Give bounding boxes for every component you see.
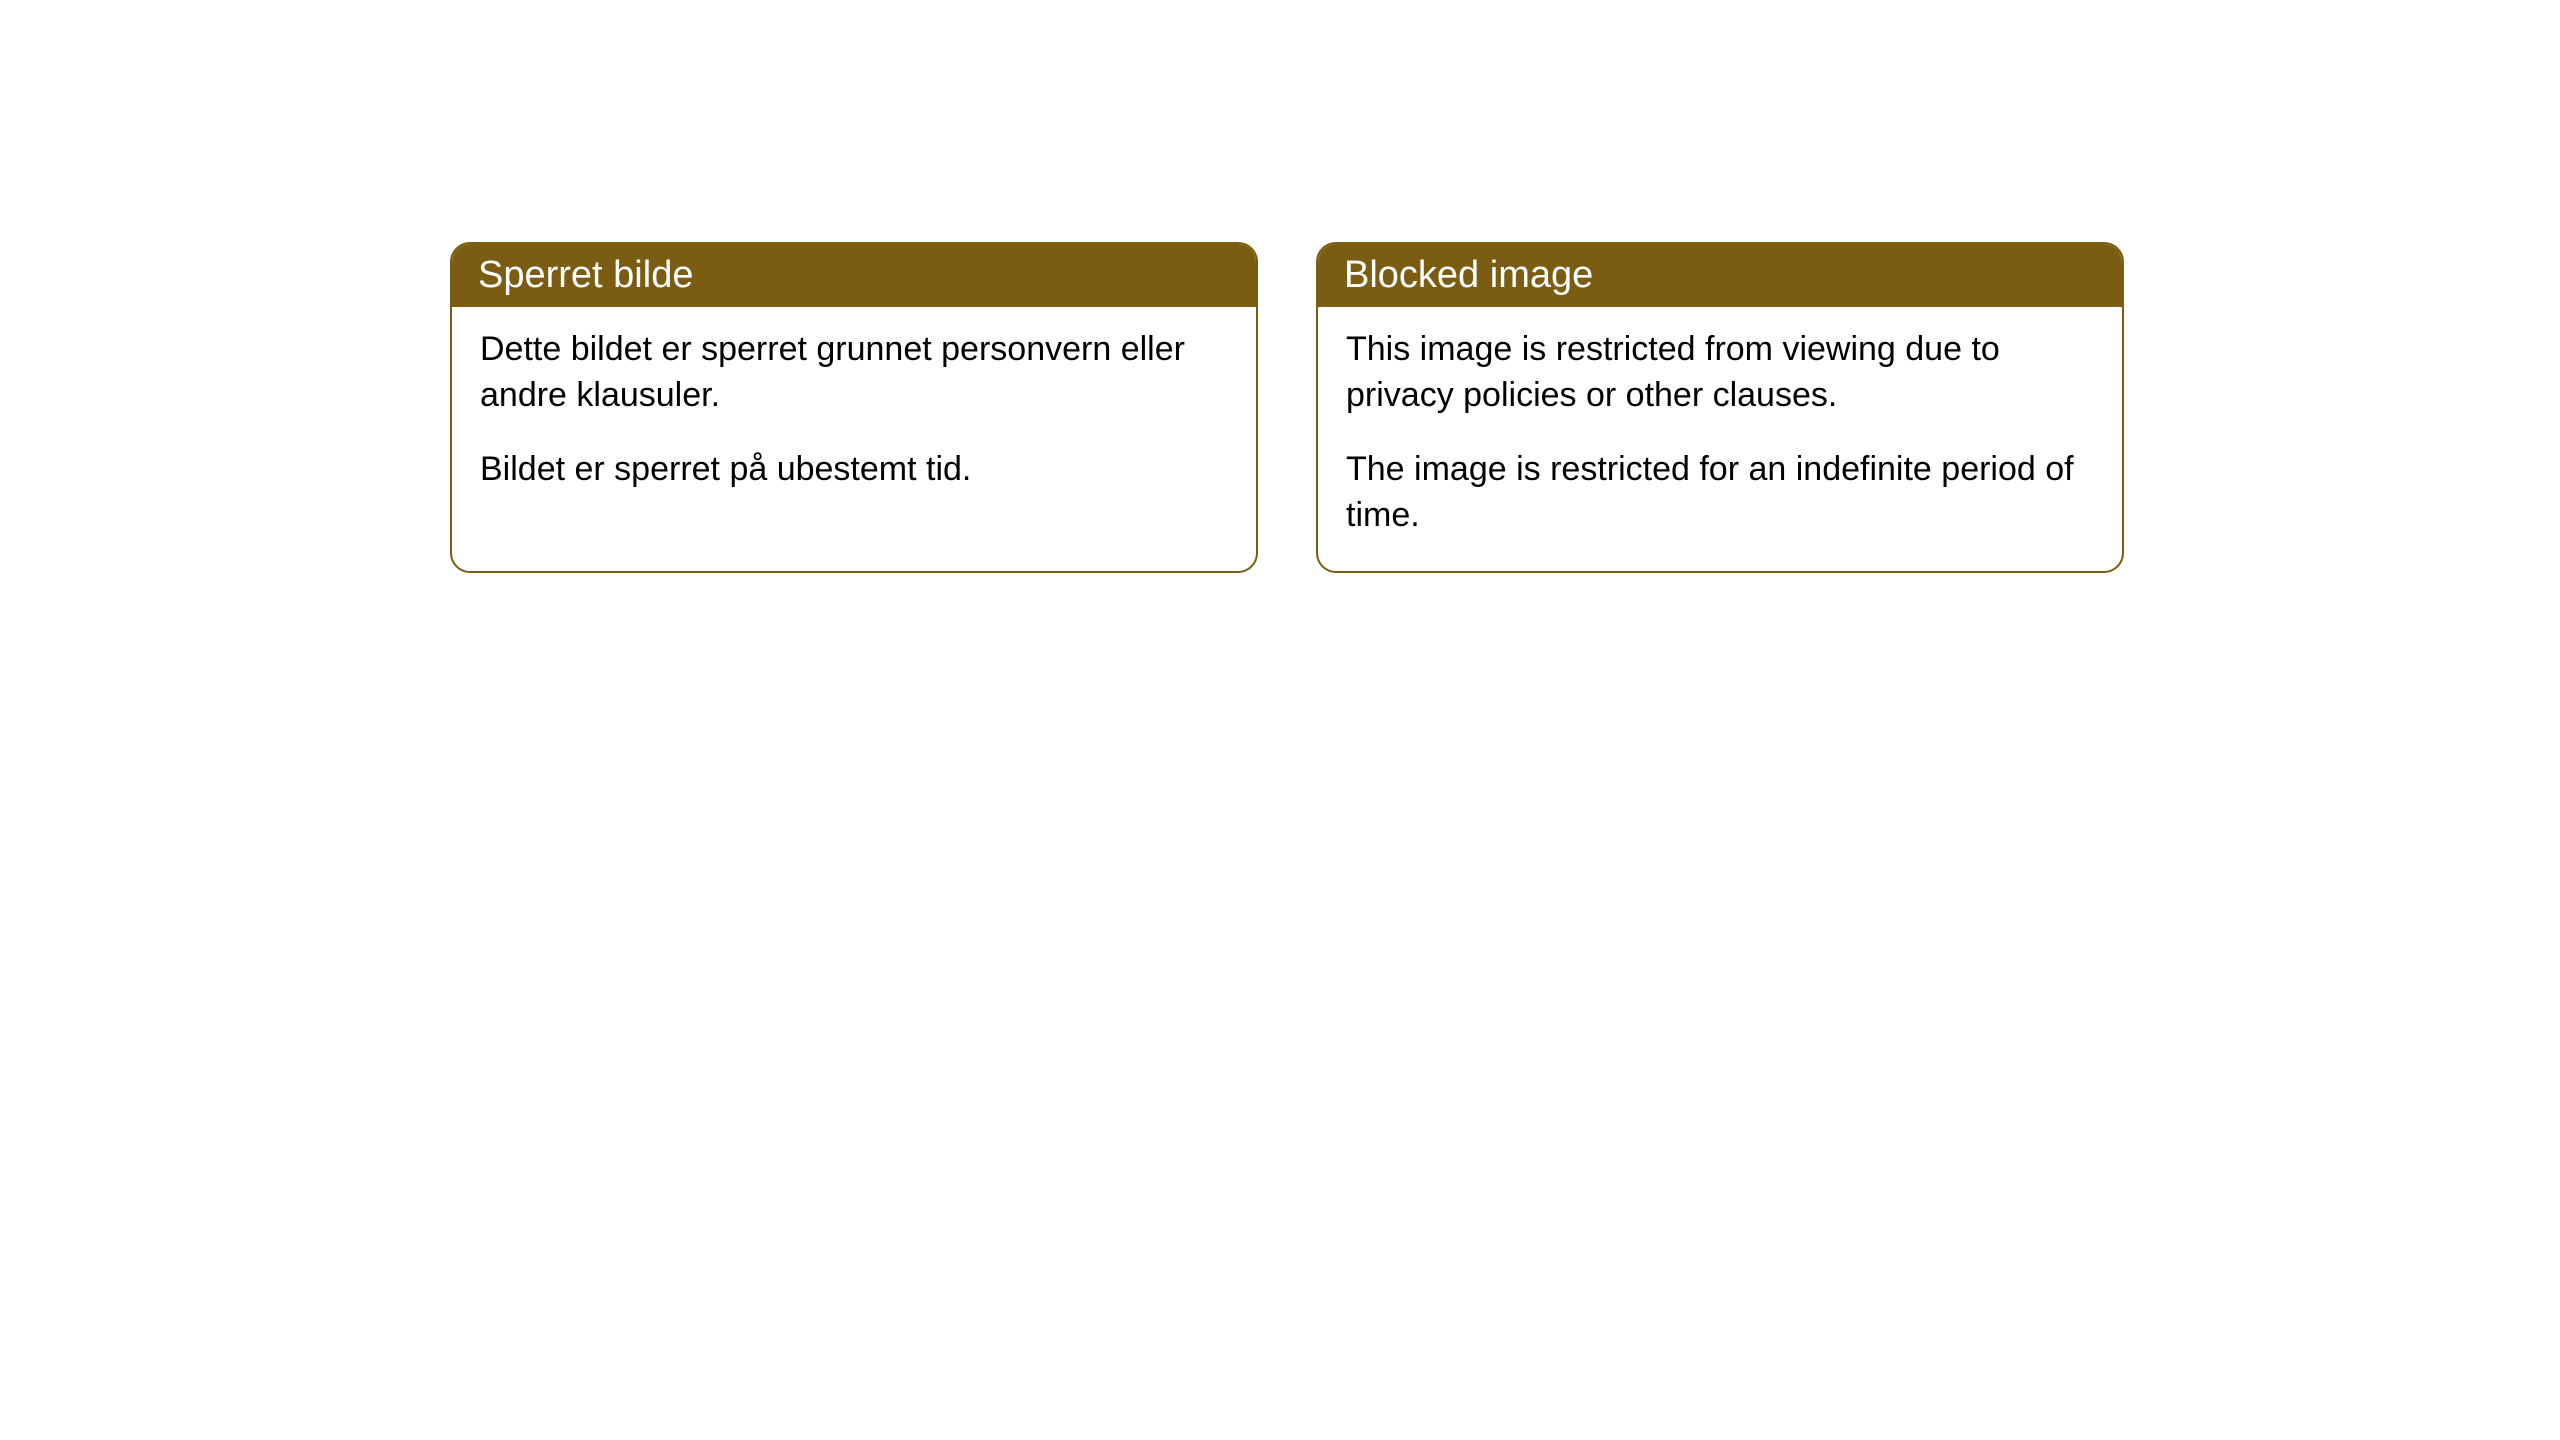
card-header-norwegian: Sperret bilde [452, 244, 1256, 307]
card-body-norwegian: Dette bildet er sperret grunnet personve… [452, 307, 1256, 525]
card-title-english: Blocked image [1344, 254, 1593, 296]
card-text-english-1: This image is restricted from viewing du… [1346, 327, 2094, 419]
card-body-english: This image is restricted from viewing du… [1318, 307, 2122, 571]
card-text-norwegian-1: Dette bildet er sperret grunnet personve… [480, 327, 1228, 419]
notice-card-norwegian: Sperret bilde Dette bildet er sperret gr… [450, 242, 1258, 573]
notice-card-english: Blocked image This image is restricted f… [1316, 242, 2124, 573]
card-text-english-2: The image is restricted for an indefinit… [1346, 447, 2094, 539]
card-header-english: Blocked image [1318, 244, 2122, 307]
card-text-norwegian-2: Bildet er sperret på ubestemt tid. [480, 447, 1228, 493]
notice-cards-container: Sperret bilde Dette bildet er sperret gr… [450, 242, 2124, 573]
card-title-norwegian: Sperret bilde [478, 254, 693, 296]
